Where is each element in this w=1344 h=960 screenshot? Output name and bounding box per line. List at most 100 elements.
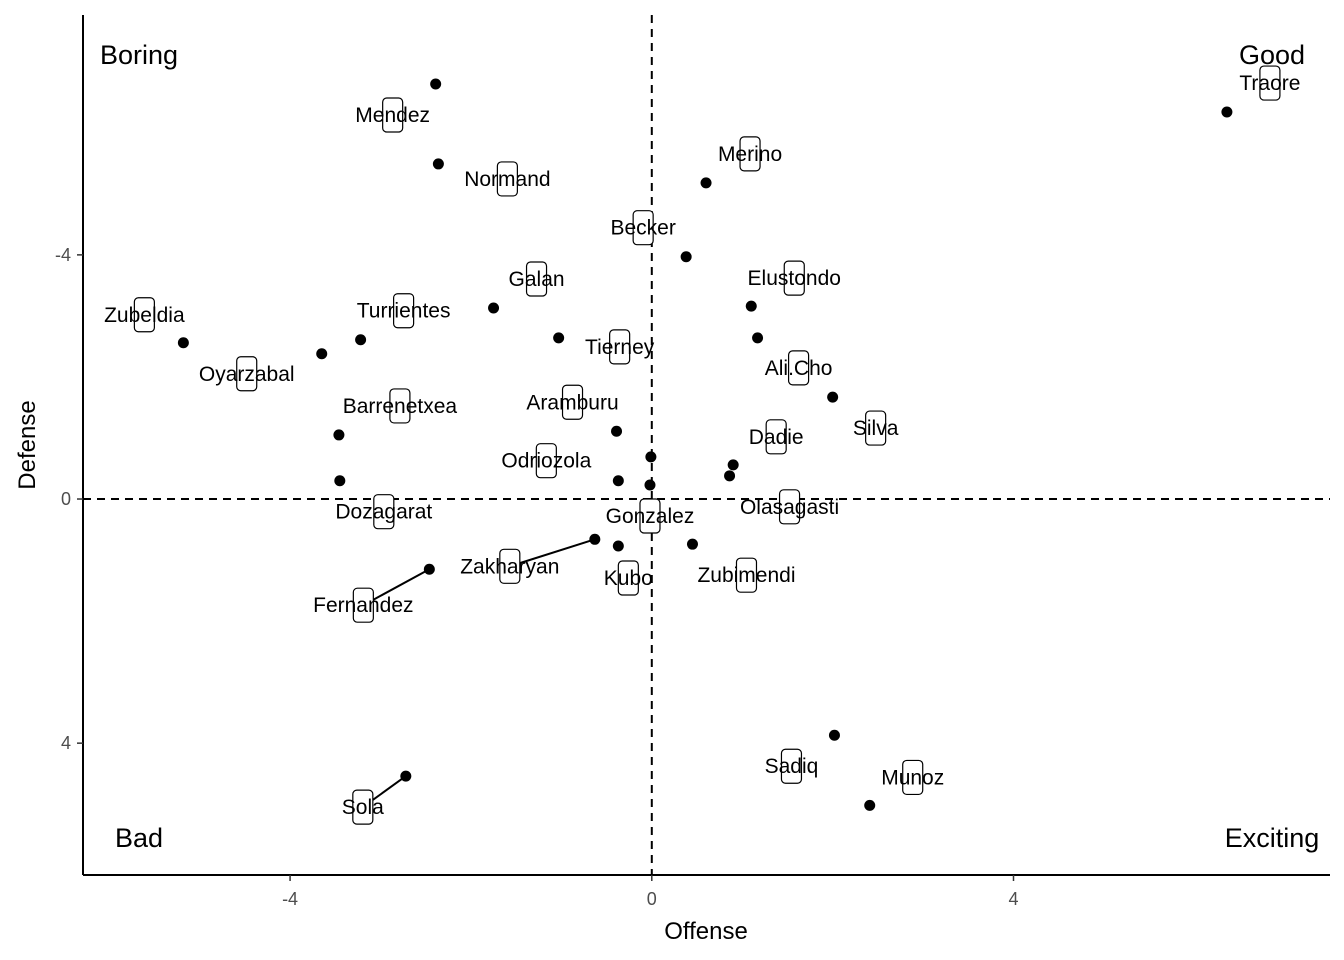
data-point — [612, 475, 624, 487]
data-point — [430, 78, 442, 90]
data-point — [488, 302, 500, 314]
point-label-box — [352, 789, 374, 825]
point-label-box — [735, 557, 758, 593]
data-point — [1221, 106, 1233, 118]
data-point — [680, 251, 692, 263]
data-point — [727, 459, 739, 471]
point-label-box — [236, 356, 258, 392]
quadrant-label-bottom-left: Bad — [115, 823, 163, 853]
point-label: Aramburu — [526, 391, 618, 414]
point-label-box — [632, 210, 654, 246]
data-point — [645, 451, 657, 463]
point-label-box — [393, 293, 415, 329]
data-point — [400, 770, 412, 782]
point-label-box — [382, 97, 404, 133]
point-label-box — [865, 410, 887, 446]
data-point — [724, 470, 736, 482]
point-label-box — [373, 494, 395, 530]
point-label: Barrenetxea — [343, 395, 458, 418]
data-point — [752, 332, 764, 344]
point-label-box — [787, 350, 810, 386]
quadrant-label-bottom-right: Exciting — [1225, 823, 1320, 853]
label-connector — [372, 775, 407, 801]
data-point — [432, 158, 444, 170]
x-axis-title: Offense — [664, 918, 748, 945]
point-label-box — [609, 329, 631, 365]
x-tick-label: 4 — [1008, 889, 1018, 909]
point-label: Tierney — [585, 336, 655, 359]
point-label-box — [780, 748, 803, 784]
y-tick-label: 0 — [61, 489, 71, 509]
point-label-box — [639, 498, 661, 534]
data-point — [553, 332, 565, 344]
plot-area: -4 0 4 -4 0 4 Mendez Normand Merino Traore Becker G… — [55, 15, 1330, 909]
data-point — [864, 799, 876, 811]
point-label-box — [133, 297, 155, 333]
point-label-box — [902, 759, 924, 796]
data-point — [611, 425, 623, 437]
data-point — [612, 540, 624, 552]
point-label: Sadiq — [765, 755, 819, 778]
label-connector — [372, 568, 430, 601]
data-point — [177, 337, 189, 349]
point-label-box — [765, 419, 787, 455]
point-label-box — [739, 136, 761, 172]
quadrant-label-top-right: Good — [1239, 40, 1305, 70]
point-label: Sola — [342, 796, 384, 819]
point-label-box — [783, 260, 805, 296]
point-label: Ali.Cho — [765, 357, 833, 380]
data-point — [355, 334, 367, 346]
point-label: Elustondo — [748, 267, 841, 290]
point-label: Dozagarat — [335, 501, 432, 524]
data-point — [827, 391, 839, 403]
data-point — [644, 479, 656, 491]
data-point — [700, 177, 712, 189]
point-label: Dadie — [749, 426, 804, 449]
point-label: Traore — [1239, 72, 1300, 95]
y-axis-title: Defense — [14, 400, 41, 489]
point-label-box — [535, 443, 557, 479]
point-label: Zubimendi — [697, 564, 795, 587]
point-label: Galan — [509, 268, 565, 291]
y-tick-label: 4 — [61, 733, 71, 753]
point-label: Silva — [853, 417, 899, 440]
data-point — [589, 533, 601, 545]
data-point — [828, 729, 840, 741]
point-label: Fernandez — [313, 594, 413, 617]
point-label: Merino — [718, 143, 782, 166]
point-label-box — [352, 587, 374, 623]
point-label-box — [389, 388, 411, 424]
point-label: Odriozola — [501, 450, 591, 473]
point-label: Oyarzabal — [199, 363, 295, 386]
point-label-box — [496, 161, 518, 197]
point-label-box — [1259, 65, 1281, 101]
point-label: Olasagasti — [740, 496, 839, 519]
point-label-box — [561, 384, 584, 420]
point-label: Normand — [464, 168, 550, 191]
data-point — [316, 348, 328, 360]
label-connector — [519, 538, 596, 565]
data-point — [423, 563, 435, 575]
point-label: Mendez — [355, 104, 430, 127]
point-label-box — [525, 261, 548, 297]
point-label: Kubo — [604, 567, 653, 590]
point-label: Munoz — [881, 766, 944, 789]
quadrant-label-top-left: Boring — [100, 40, 178, 70]
point-label-box — [617, 560, 639, 596]
data-point — [686, 538, 698, 550]
point-label: Becker — [610, 217, 675, 240]
point-label-box — [499, 548, 521, 584]
y-tick-label: -4 — [55, 245, 71, 265]
label-layer: Mendez Normand Merino Traore Becker Galan Elus… — [104, 65, 1300, 825]
point-label: Zakharyan — [460, 555, 559, 578]
point-label: Turrientes — [357, 300, 451, 323]
point-label: Gonzalez — [606, 505, 695, 528]
data-point — [333, 429, 345, 441]
point-label-box — [778, 489, 801, 525]
x-tick-label: -4 — [282, 889, 298, 909]
x-tick-label: 0 — [647, 889, 657, 909]
point-label: Zubeldia — [104, 304, 185, 327]
data-point — [334, 475, 346, 487]
data-point — [745, 300, 757, 312]
